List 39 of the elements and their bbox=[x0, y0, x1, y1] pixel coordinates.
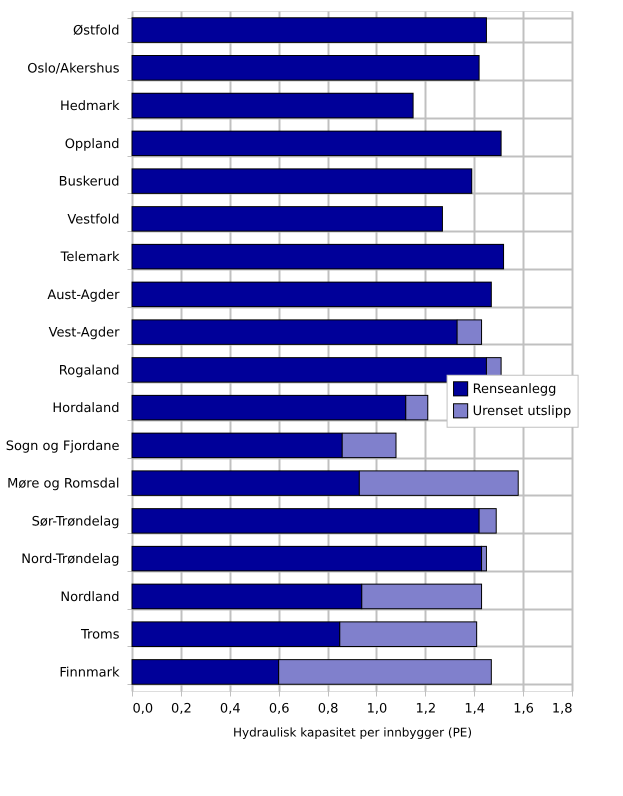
x-tick-label: 0,2 bbox=[171, 702, 192, 716]
x-tick-label: 1,4 bbox=[464, 702, 486, 716]
y-tick-label: Østfold bbox=[73, 24, 120, 39]
x-tick-label: 0,8 bbox=[318, 702, 338, 716]
bar bbox=[132, 244, 504, 270]
y-tick-label: Finnmark bbox=[59, 665, 120, 680]
bar bbox=[132, 55, 480, 81]
y-tick-label: Hedmark bbox=[60, 99, 120, 114]
y-tick-label: Aust-Agder bbox=[47, 288, 120, 303]
y-tick-label: Møre og Romsdal bbox=[7, 476, 120, 492]
bar bbox=[132, 168, 472, 194]
y-tick-label: Telemark bbox=[60, 250, 120, 266]
x-tick-label: 1,0 bbox=[366, 702, 388, 716]
legend-label: Urenset utslipp bbox=[472, 404, 572, 419]
x-tick-label: 0,0 bbox=[132, 702, 154, 716]
x-tick-label: 0,4 bbox=[220, 702, 241, 716]
y-tick-label: Sogn og Fjordane bbox=[6, 438, 120, 454]
y-tick-label: Oslo/Akershus bbox=[27, 61, 120, 76]
y-tick-label: Hordaland bbox=[52, 401, 120, 416]
y-tick-label: Troms bbox=[80, 628, 120, 643]
x-tick-label: 1,6 bbox=[513, 702, 534, 716]
x-tick-label: 1,2 bbox=[415, 702, 436, 716]
y-tick-label: Nordland bbox=[60, 590, 120, 605]
y-tick-label: Sør-Trøndelag bbox=[32, 514, 120, 530]
y-tick-label: Buskerud bbox=[58, 174, 120, 190]
bar bbox=[132, 17, 487, 43]
y-tick-label: Nord-Trøndelag bbox=[21, 552, 120, 568]
bar bbox=[132, 282, 492, 308]
bar bbox=[132, 92, 414, 118]
y-tick-label: Oppland bbox=[64, 136, 120, 152]
y-tick-label: Vestfold bbox=[67, 212, 120, 228]
y-tick-label: Vest-Agder bbox=[48, 326, 120, 341]
y-tick-label: Rogaland bbox=[58, 363, 120, 378]
x-tick-label: 1,8 bbox=[552, 702, 572, 716]
bar bbox=[132, 206, 443, 232]
legend-label: Renseanlegg bbox=[472, 382, 556, 397]
x-tick-label: 0,6 bbox=[268, 702, 290, 716]
bar bbox=[132, 130, 502, 156]
x-axis-title: Hydraulisk kapasitet per innbygger (PE) bbox=[232, 726, 472, 740]
